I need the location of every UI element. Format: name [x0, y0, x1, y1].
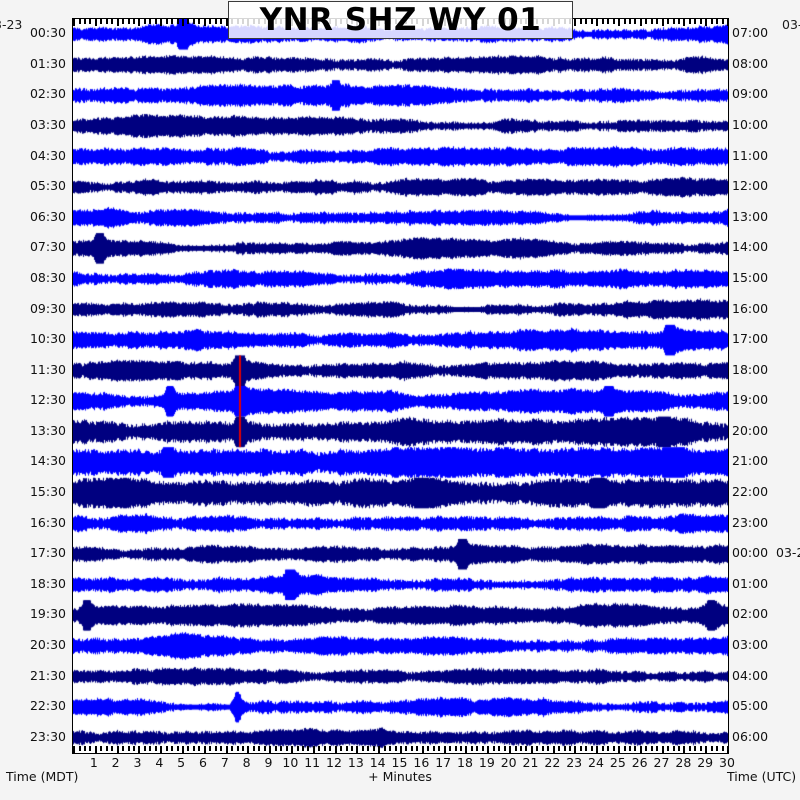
left-time-label: 11:30	[29, 361, 66, 377]
right-time-label: 17:00	[732, 331, 769, 347]
left-time-label: 19:30	[29, 606, 66, 622]
date-rollover-label: 03-24	[776, 545, 800, 561]
right-time-label: 02:00	[732, 606, 769, 622]
minute-tick-label: 5	[177, 755, 186, 770]
right-time-label: 18:00	[732, 361, 769, 377]
minute-tick-label: 1	[89, 755, 98, 770]
right-time-label: 13:00	[732, 208, 769, 224]
right-time-label: 10:00	[732, 117, 769, 133]
right-time-label: 09:00	[732, 86, 769, 102]
minute-tick-label: 15	[391, 755, 408, 770]
left-time-label: 04:30	[29, 147, 66, 163]
left-time-label: 14:30	[29, 453, 66, 469]
right-time-label: 21:00	[732, 453, 769, 469]
right-time-label: 20:00	[732, 422, 769, 438]
left-time-label: 01:30	[29, 55, 66, 71]
minute-tick-label: 27	[653, 755, 670, 770]
right-time-label: 06:00	[732, 728, 769, 744]
minute-tick-label: 19	[478, 755, 495, 770]
right-time-label: 23:00	[732, 514, 769, 530]
right-time-label: 07:00	[732, 25, 769, 41]
right-time-label: 01:00	[732, 575, 769, 591]
minute-tick-label: 30	[719, 755, 735, 770]
right-time-label: 15:00	[732, 269, 769, 285]
minute-tick-label: 4	[155, 755, 164, 770]
left-time-label: 12:30	[29, 392, 66, 408]
minute-tick-label: 18	[457, 755, 473, 770]
right-time-label: 22:00	[732, 484, 769, 500]
seismogram-plot-area[interactable]	[72, 18, 729, 754]
minute-tick-label: 23	[566, 755, 583, 770]
left-time-label: 10:30	[29, 331, 66, 347]
right-time-label: 03:00	[732, 636, 769, 652]
right-time-label: 08:00	[732, 55, 769, 71]
left-time-label: 16:30	[29, 514, 66, 530]
minute-tick-label: 10	[282, 755, 299, 770]
minute-tick-label: 20	[500, 755, 517, 770]
left-time-label: 20:30	[29, 636, 66, 652]
minute-tick-label: 22	[544, 755, 561, 770]
right-time-label: 14:00	[732, 239, 769, 255]
seismic-trace-canvas	[73, 19, 728, 753]
minute-tick-label: 2	[111, 755, 120, 770]
right-time-label: 11:00	[732, 147, 769, 163]
right-time-label: 05:00	[732, 698, 769, 714]
left-time-label: 15:30	[29, 484, 66, 500]
minute-tick-label: 3	[133, 755, 142, 770]
minute-tick-label: 6	[199, 755, 207, 770]
left-time-label: 08:30	[29, 269, 66, 285]
minute-tick-label: 16	[413, 755, 430, 770]
right-time-label: 12:00	[732, 178, 769, 194]
left-time-label: 17:30	[29, 545, 66, 561]
minute-tick-label: 13	[347, 755, 364, 770]
date-label-right: 03-2	[782, 17, 800, 32]
minute-tick-label: 9	[264, 755, 273, 770]
left-time-label: 03:30	[29, 117, 66, 133]
minute-tick-label: 28	[675, 755, 692, 770]
left-time-label: 07:30	[29, 239, 66, 255]
left-time-label: 00:30	[29, 25, 66, 41]
left-time-label: 06:30	[29, 208, 66, 224]
minute-tick-label: 11	[304, 755, 321, 770]
title-box: YNR SHZ WY 01	[228, 1, 573, 39]
x-axis-caption: + Minutes	[368, 769, 432, 784]
minute-tick-label: 12	[326, 755, 342, 770]
left-time-label: 22:30	[29, 698, 66, 714]
left-time-label: 09:30	[29, 300, 66, 316]
minute-tick-label: 25	[609, 755, 626, 770]
minute-tick-label: 17	[435, 755, 452, 770]
minute-tick-label: 21	[522, 755, 539, 770]
minute-tick-label: 24	[588, 755, 604, 770]
left-time-label: 13:30	[29, 422, 66, 438]
left-time-label: 21:30	[29, 667, 66, 683]
minute-tick-label: 8	[242, 755, 251, 770]
left-time-label: 23:30	[29, 728, 66, 744]
right-axis-caption: Time (UTC)	[727, 769, 797, 784]
right-time-label: 04:00	[732, 667, 769, 683]
left-time-label: 05:30	[29, 178, 66, 194]
left-time-label: 18:30	[29, 575, 66, 591]
right-time-label: 16:00	[732, 300, 769, 316]
left-time-label: 02:30	[29, 86, 66, 102]
minute-tick-label: 7	[220, 755, 229, 770]
page-title: YNR SHZ WY 01	[259, 2, 542, 38]
minute-tick-label: 26	[631, 755, 648, 770]
minute-tick-label: 14	[369, 755, 386, 770]
date-label-left: 3-23	[0, 17, 23, 32]
left-axis-caption: Time (MDT)	[6, 769, 79, 784]
minute-tick-label: 29	[697, 755, 714, 770]
right-time-label: 19:00	[732, 392, 769, 408]
